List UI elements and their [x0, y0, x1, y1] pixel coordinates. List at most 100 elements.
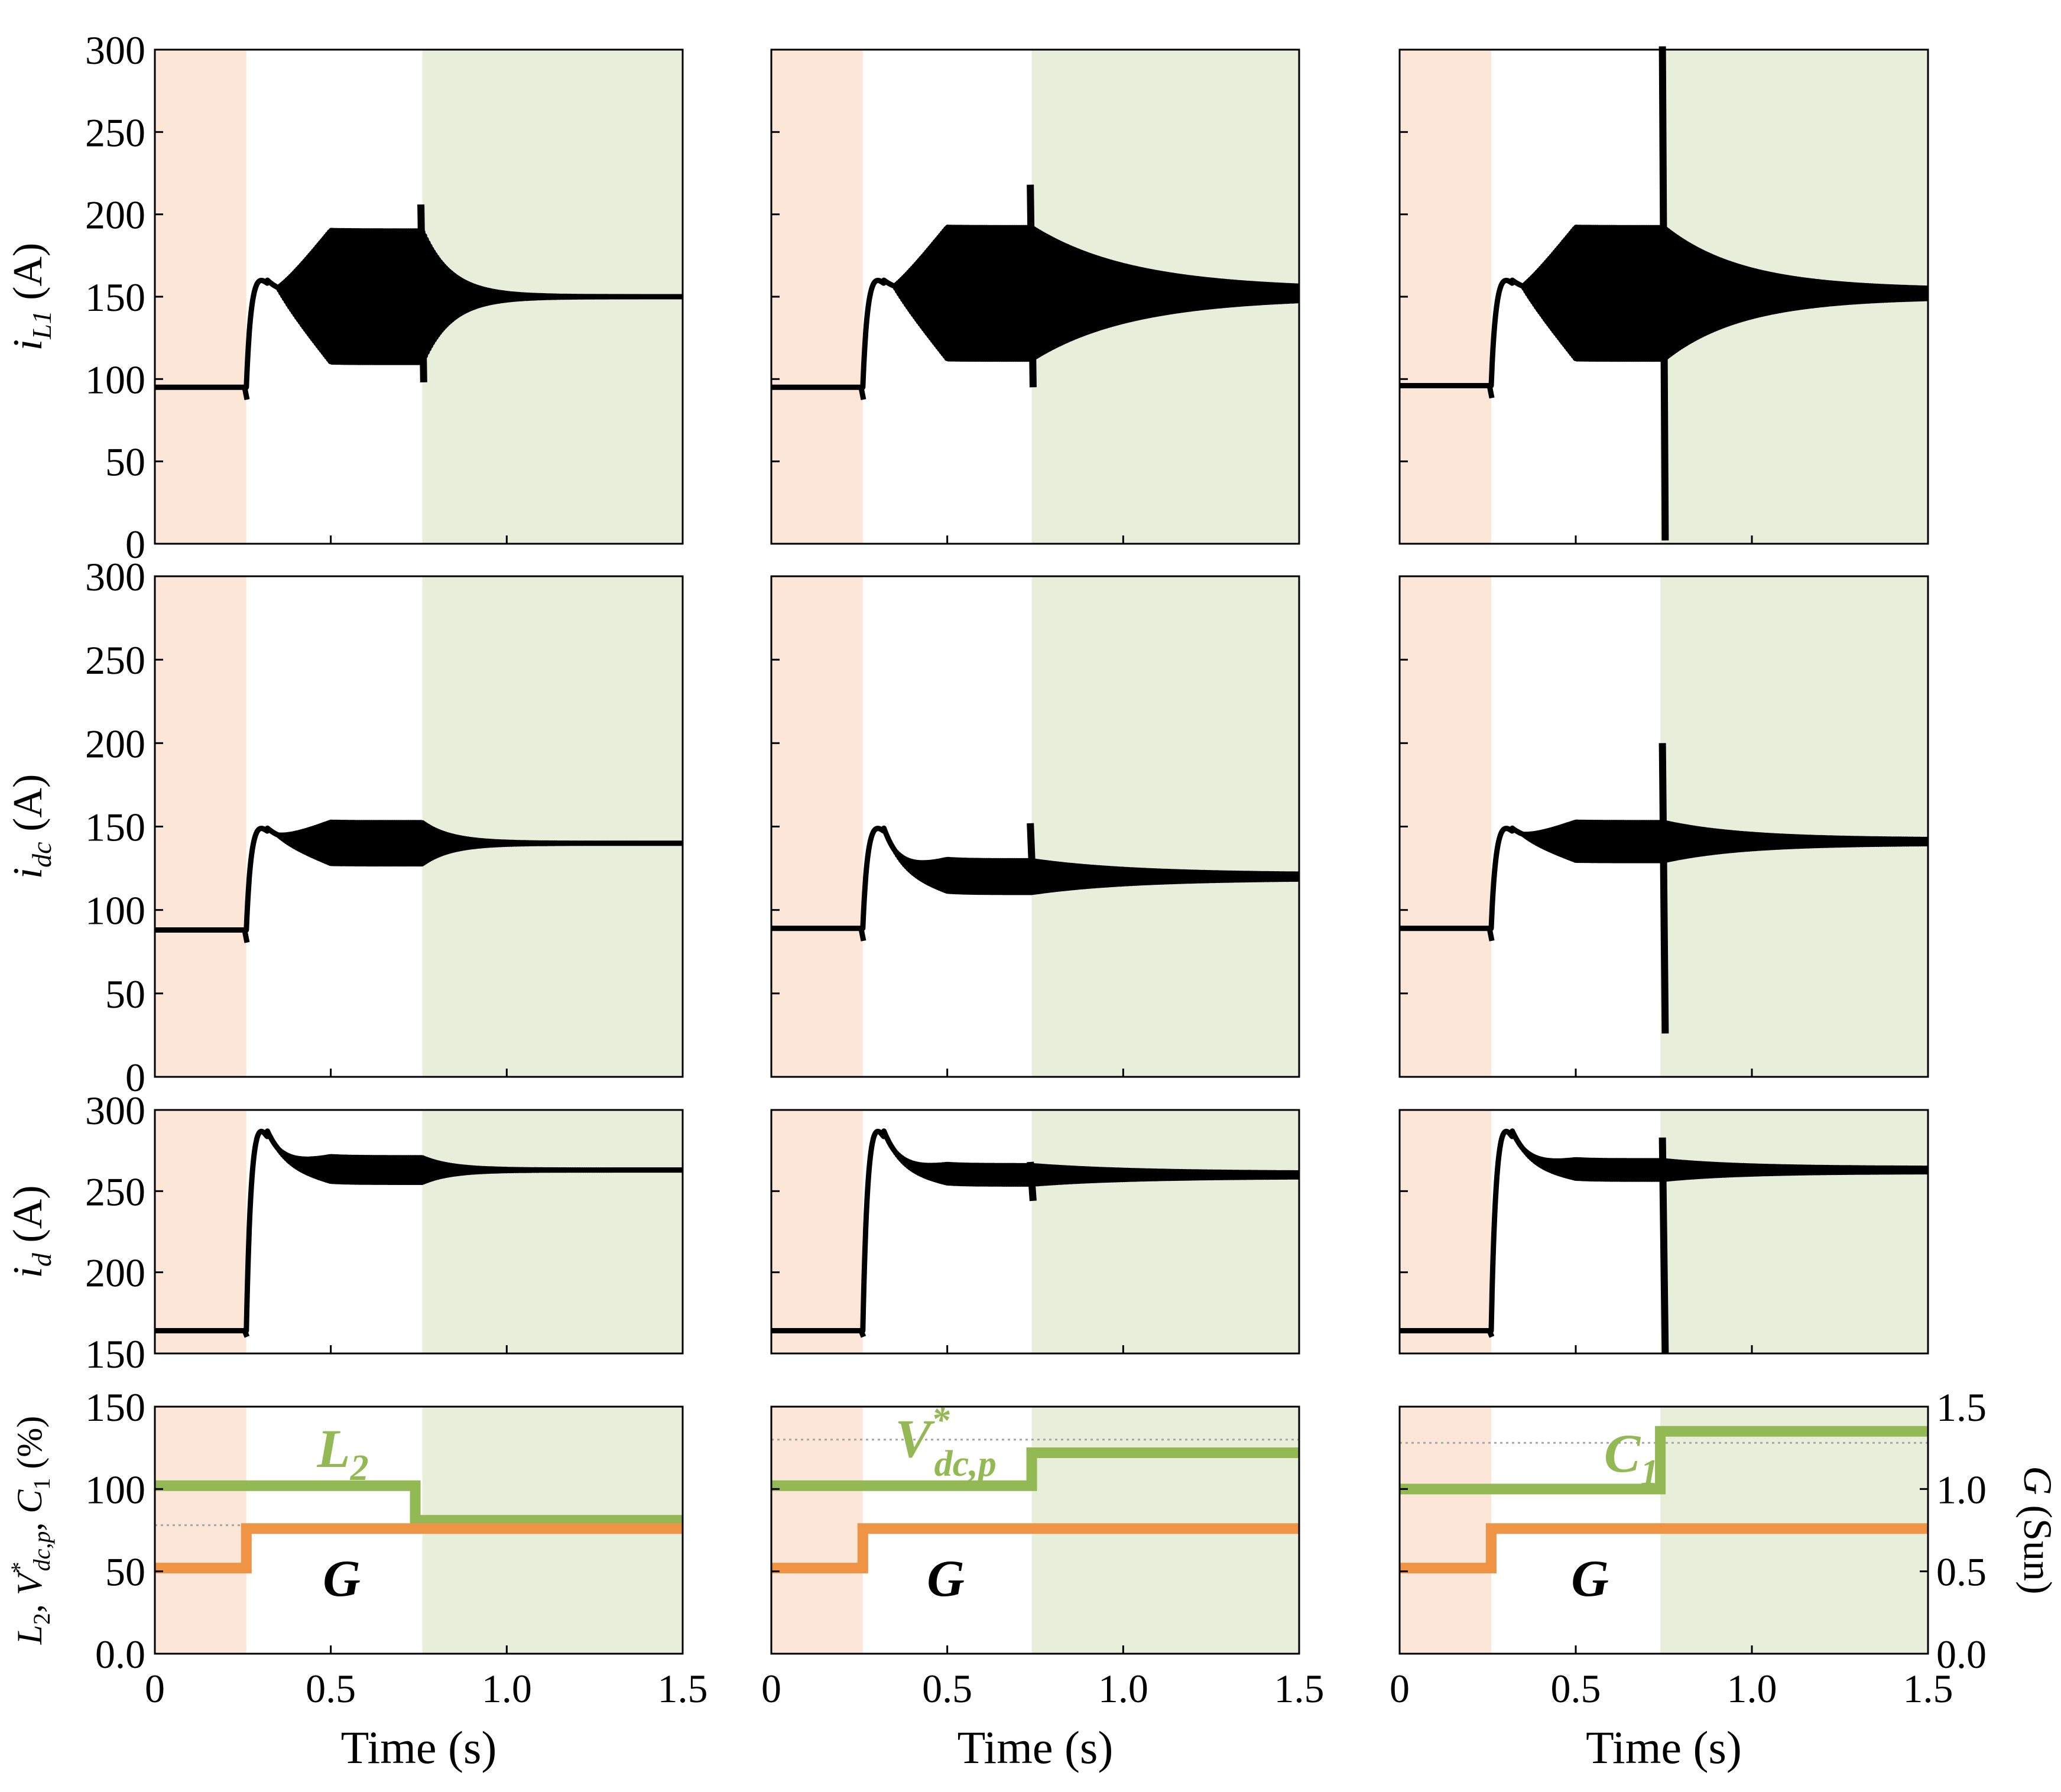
- phase1-shading: [771, 50, 863, 544]
- y-tick-label: 150: [85, 1332, 145, 1377]
- series-parameter-step: [155, 1480, 683, 1526]
- phase3-shading: [1660, 576, 1928, 1077]
- y-right-tick-label: 0.0: [1936, 1632, 1987, 1677]
- y-tick-label: 150: [85, 275, 145, 320]
- phase1-shading: [155, 1110, 246, 1353]
- series-parameter-step: [771, 1447, 1299, 1491]
- transient-spike: [1027, 1161, 1037, 1202]
- y-axis-label-params-left: L2, V*dc,p, C1 (%): [6, 1416, 55, 1645]
- phase3-shading: [422, 1110, 683, 1353]
- y-right-tick-label: 1.5: [1936, 1385, 1987, 1430]
- series-id-trace: [771, 1128, 1299, 1333]
- transient-spike: [1658, 1137, 1669, 1354]
- subplot-params-col3: C1 G 0.0 0.5 1.0 1.5 0 0.5 1.0 1.5 Time (s): [1390, 1385, 1987, 1773]
- x-tick-label: 1.5: [658, 1666, 708, 1711]
- subplot-params-col2: V* dc,p G 0 0.5 1.0 1.5 Time (s): [761, 1400, 1325, 1773]
- x-tick-label: 0.5: [306, 1666, 356, 1711]
- y-right-tick-label: 1.0: [1936, 1467, 1987, 1512]
- y-tick-label: 300: [85, 554, 145, 599]
- phase1-shading: [771, 576, 863, 1077]
- y-tick-label: 50: [105, 440, 145, 485]
- phase1-shading: [1400, 1110, 1491, 1353]
- y-tick-label: 250: [85, 110, 145, 155]
- subplot-iL1-col3: [1398, 46, 1929, 545]
- step-dip: [1486, 385, 1495, 399]
- y-axis-label-id: id (A): [5, 1185, 57, 1278]
- series-G-step: [1400, 1523, 1928, 1574]
- transient-spike: [417, 204, 427, 383]
- step-dip: [242, 929, 250, 943]
- phase1-shading: [771, 1407, 863, 1654]
- x-tick-label: 1.5: [1274, 1666, 1325, 1711]
- step-dip: [242, 1329, 250, 1338]
- phase3-shading: [1031, 576, 1299, 1077]
- phase3-shading: [1031, 1110, 1299, 1353]
- x-axis-label: Time (s): [958, 1722, 1114, 1773]
- y-tick-label: 200: [85, 721, 145, 766]
- axes-frame: [770, 1109, 1300, 1355]
- transient-spike: [417, 1158, 427, 1184]
- y-tick-label: 50: [105, 1550, 145, 1595]
- series-iL1-trace: [155, 228, 683, 390]
- transient-spike: [1027, 184, 1037, 388]
- transient-spike: [1658, 743, 1669, 1034]
- subplot-id-col1: 150 200 250 300: [85, 1088, 684, 1377]
- phase1-shading: [1400, 576, 1491, 1077]
- step-dip: [858, 1329, 866, 1338]
- series-G-step: [155, 1523, 683, 1574]
- y-tick-label: 200: [85, 193, 145, 238]
- axes-frame: [154, 1109, 684, 1355]
- axes-frame: [1398, 1109, 1929, 1355]
- x-tick-label: 1.0: [482, 1666, 532, 1711]
- row-params: L2 G 0.0 50 100 150 0 0.5 1.0 1.5 Time (s) V* dc,p G 0…: [6, 1385, 2060, 1773]
- phase1-shading: [771, 1110, 863, 1353]
- y-tick-label: 0: [125, 1055, 145, 1100]
- subplot-idc-col1: 0 50 100 150 200 250 300: [85, 554, 684, 1100]
- x-tick-label: 0: [145, 1666, 165, 1711]
- phase1-shading: [155, 576, 246, 1077]
- subplot-params-col1: L2 G 0.0 50 100 150 0 0.5 1.0 1.5 Time (s): [85, 1385, 708, 1773]
- series-G-step: [771, 1523, 1299, 1574]
- subplot-idc-col2: [770, 575, 1300, 1078]
- axes-frame: [154, 1405, 684, 1655]
- x-tick-label: 1.5: [1903, 1666, 1953, 1711]
- parameter-label: L2: [316, 1418, 368, 1488]
- transient-spike: [417, 823, 427, 864]
- axes-frame: [770, 1405, 1300, 1655]
- phase1-shading: [1400, 50, 1491, 544]
- y-tick-label: 0: [125, 522, 145, 567]
- phase3-shading: [1660, 1110, 1928, 1353]
- step-dip: [242, 387, 250, 401]
- y-axis-label-idc: idc (A): [5, 774, 57, 879]
- transient-spike: [1027, 823, 1037, 894]
- x-tick-label: 0.5: [922, 1666, 972, 1711]
- y-tick-label: 150: [85, 805, 145, 850]
- row-id: 150 200 250 300 id (A): [5, 1088, 1929, 1377]
- y-tick-label: 100: [85, 888, 145, 933]
- x-tick-label: 0.5: [1551, 1666, 1601, 1711]
- y-tick-label: 300: [85, 28, 145, 73]
- transient-spike: [1658, 46, 1669, 541]
- subplot-id-col3: [1398, 1109, 1929, 1355]
- subplot-iL1-col1: 0 50 100 150 200 250 300: [85, 28, 684, 567]
- y-tick-label: 50: [105, 972, 145, 1017]
- y-tick-label: 150: [85, 1385, 145, 1430]
- step-dip: [858, 387, 866, 401]
- series-parameter-step: [1400, 1426, 1928, 1495]
- x-axis-label: Time (s): [341, 1722, 497, 1773]
- y-right-tick-label: 0.5: [1936, 1550, 1987, 1595]
- subplot-id-col2: [770, 1109, 1300, 1355]
- subplot-idc-col3: [1398, 575, 1929, 1078]
- x-tick-label: 1.0: [1727, 1666, 1777, 1711]
- y-tick-label: 0.0: [95, 1632, 145, 1677]
- y-axis-label-iL1: iL1 (A): [5, 243, 57, 351]
- step-dip: [1486, 927, 1495, 942]
- y-tick-label: 250: [85, 638, 145, 683]
- subplot-iL1-col2: [770, 48, 1300, 545]
- phase1-shading: [155, 1407, 246, 1654]
- phase3-shading: [422, 576, 683, 1077]
- x-tick-label: 0: [1390, 1666, 1410, 1711]
- axes-frame: [1398, 1405, 1929, 1655]
- y-tick-label: 200: [85, 1251, 145, 1296]
